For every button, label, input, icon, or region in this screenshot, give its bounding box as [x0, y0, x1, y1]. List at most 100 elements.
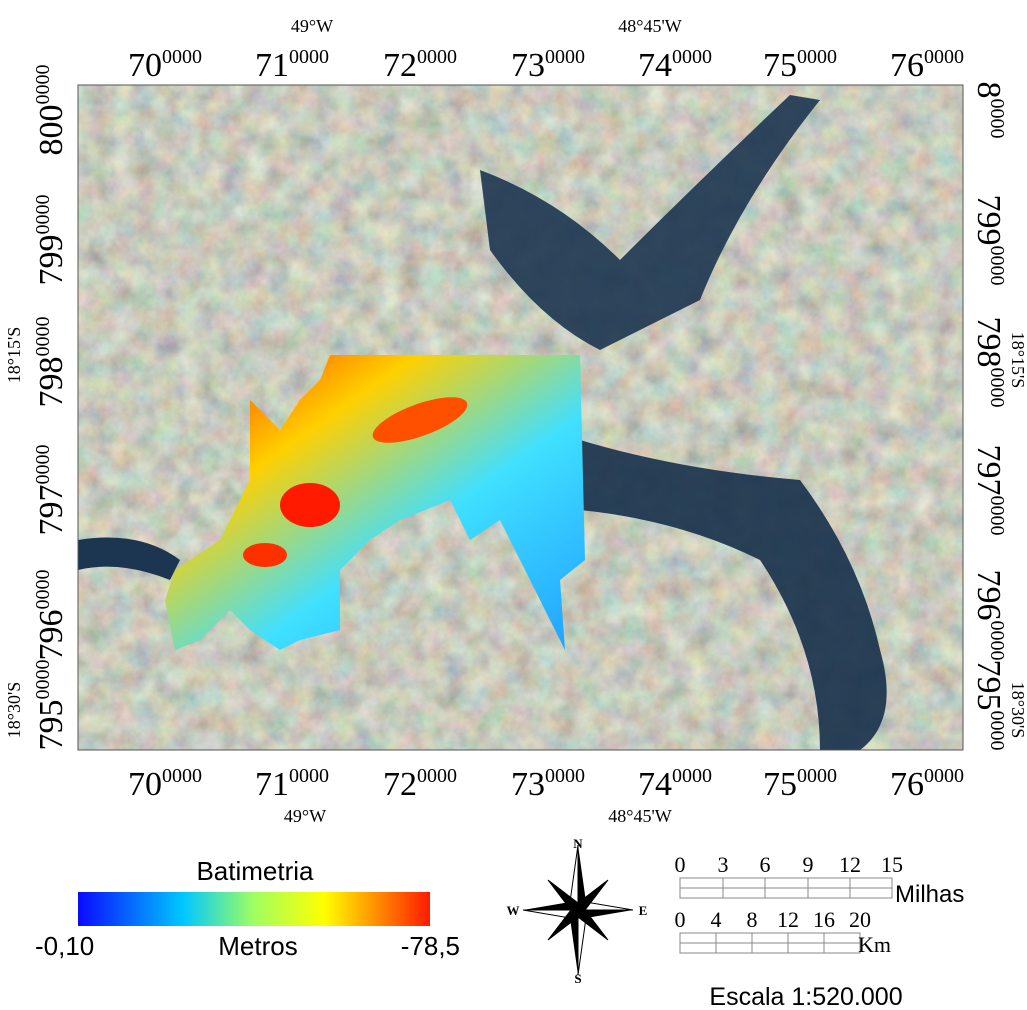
right-northing-sup: 0000 [986, 496, 1008, 536]
top-easting-sup: 0000 [162, 46, 202, 68]
left-northing-main: 800 [33, 105, 70, 156]
compass: N S E W [507, 836, 648, 986]
left-northing: 7990000 [32, 195, 70, 286]
bottom-easting: 740000 [638, 765, 712, 803]
bottom-easting-sup: 0000 [672, 765, 712, 787]
miles-tick: 3 [718, 852, 729, 877]
bottom-easting-sup: 0000 [417, 765, 457, 787]
left-northing: 7950000 [32, 660, 70, 751]
miles-tick: 0 [675, 852, 686, 877]
legend-max: -78,5 [401, 931, 460, 961]
km-tick: 20 [849, 907, 871, 932]
bottom-easting: 700000 [128, 765, 202, 803]
bottom-easting-sup: 0000 [797, 765, 837, 787]
bottom-easting-sup: 0000 [924, 765, 964, 787]
top-easting: 750000 [763, 46, 837, 84]
right-northing-sup: 0000 [986, 246, 1008, 286]
left-northing-sup: 0000 [32, 195, 54, 235]
left-northing: 7960000 [32, 570, 70, 661]
legend-min: -0,10 [35, 931, 94, 961]
miles-tick: 12 [839, 852, 861, 877]
right-northing-main: 796 [970, 570, 1007, 621]
right-northing-main: 797 [970, 445, 1007, 496]
compass-s: S [574, 971, 581, 986]
compass-e: E [639, 903, 648, 918]
miles-tick: 15 [881, 852, 903, 877]
top-easting-sup: 0000 [924, 46, 964, 68]
left-northing-sup: 0000 [32, 570, 54, 610]
top-easting-sup: 0000 [417, 46, 457, 68]
miles-tick: 9 [803, 852, 814, 877]
right-northing-sup: 0000 [986, 621, 1008, 661]
top-easting-main: 73 [511, 47, 545, 84]
top-easting-main: 72 [383, 47, 417, 84]
bottom-longitude: 48°45'W [608, 806, 671, 826]
top-easting: 720000 [383, 46, 457, 84]
right-northing: 7950000 [970, 660, 1008, 751]
bottom-easting-main: 76 [890, 766, 924, 803]
bottom-easting-main: 71 [255, 766, 289, 803]
right-latitude: 18°30'S [1008, 682, 1027, 738]
bottom-easting: 730000 [511, 765, 585, 803]
compass-n: N [573, 836, 583, 851]
bottom-easting-main: 73 [511, 766, 545, 803]
left-northing-sup: 0000 [32, 317, 54, 357]
km-tick: 16 [813, 907, 835, 932]
colorbar [78, 892, 430, 926]
scale-text: Escala 1:520.000 [709, 983, 902, 1010]
left-latitude: 18°15'S [4, 327, 24, 383]
left-northing-main: 796 [33, 610, 70, 661]
top-longitude: 49°W [291, 16, 333, 36]
right-northing: 80000 [970, 82, 1008, 139]
left-northing-main: 797 [33, 485, 70, 536]
left-northing-sup: 0000 [32, 445, 54, 485]
left-northing: 7980000 [32, 317, 70, 408]
bottom-easting: 710000 [255, 765, 329, 803]
km-tick: 0 [675, 907, 686, 932]
right-northing: 7990000 [970, 195, 1008, 286]
top-easting-main: 70 [128, 47, 162, 84]
top-easting-sup: 0000 [289, 46, 329, 68]
legend-unit: Metros [218, 931, 297, 961]
km-tick: 12 [777, 907, 799, 932]
page: 7000007000007100007100007200007200007300… [0, 0, 1027, 1010]
left-northing-main: 795 [33, 700, 70, 751]
compass-w: W [507, 903, 520, 918]
right-northing: 7960000 [970, 570, 1008, 661]
left-northing-sup: 0000 [32, 660, 54, 700]
right-northing-main: 795 [970, 660, 1007, 711]
left-northing: 8000000 [32, 65, 70, 156]
right-northing-sup: 0000 [986, 711, 1008, 751]
top-easting-main: 75 [763, 47, 797, 84]
left-northing-main: 799 [33, 235, 70, 286]
top-easting-main: 74 [638, 47, 672, 84]
bottom-easting: 720000 [383, 765, 457, 803]
right-northing-sup: 0000 [986, 368, 1008, 408]
km-tick: 4 [711, 907, 722, 932]
right-northing: 7970000 [970, 445, 1008, 536]
top-easting-sup: 0000 [797, 46, 837, 68]
top-easting-sup: 0000 [545, 46, 585, 68]
deep-zone [243, 543, 287, 567]
bottom-easting: 750000 [763, 765, 837, 803]
bottom-easting-main: 75 [763, 766, 797, 803]
bottom-easting-sup: 0000 [545, 765, 585, 787]
miles-unit: Milhas [895, 881, 964, 908]
top-easting-main: 76 [890, 47, 924, 84]
bottom-easting-main: 74 [638, 766, 672, 803]
km-tick: 8 [747, 907, 758, 932]
top-longitude: 48°45'W [618, 16, 681, 36]
deep-zone [280, 483, 340, 527]
right-latitude: 18°15'S [1008, 332, 1027, 388]
bottom-longitude: 49°W [284, 806, 326, 826]
right-northing-main: 8 [970, 82, 1007, 99]
right-northing-sup: 0000 [986, 99, 1008, 139]
top-easting: 760000 [890, 46, 964, 84]
top-easting: 700000 [128, 46, 202, 84]
bottom-easting-sup: 0000 [162, 765, 202, 787]
right-northing-main: 799 [970, 195, 1007, 246]
bottom-easting-main: 70 [128, 766, 162, 803]
miles-tick: 6 [760, 852, 771, 877]
bottom-easting-main: 72 [383, 766, 417, 803]
